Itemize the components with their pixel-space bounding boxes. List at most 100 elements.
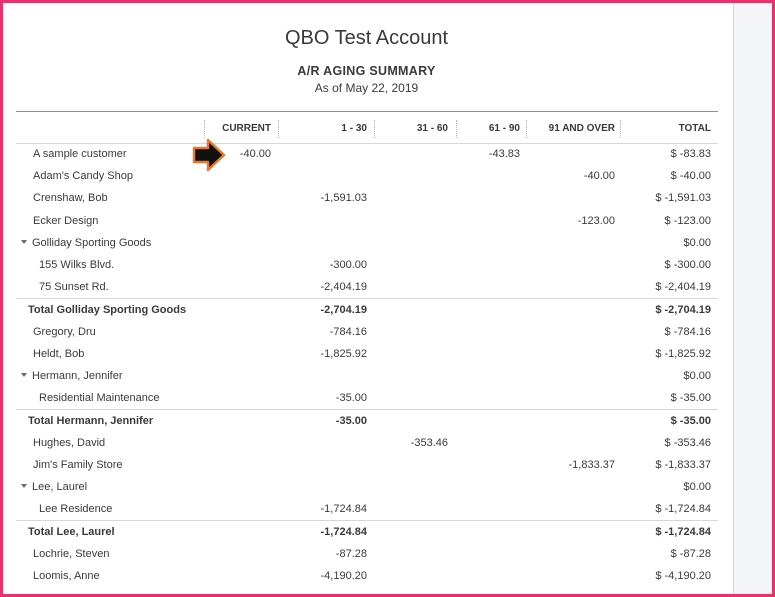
cell-total[interactable]: $ -2,704.19	[655, 304, 711, 317]
group-row: Golliday Sporting Goods $0.00	[16, 232, 718, 254]
cell-1-30[interactable]: -300.00	[329, 259, 367, 271]
cell-31-60	[376, 387, 448, 409]
row-name[interactable]: Ecker Design	[33, 210, 98, 232]
row-name[interactable]: Lee, Laurel	[21, 476, 87, 498]
cell-current	[206, 232, 271, 254]
cell-1-30[interactable]: -35.00	[335, 415, 367, 428]
cell-total[interactable]: $ -123.00	[664, 214, 711, 227]
cell-91-and-over[interactable]: -123.00	[577, 214, 615, 227]
table-row: Lee Residence -1,724.84 $ -1,724.84	[16, 498, 718, 520]
row-name[interactable]: A sample customer	[33, 143, 127, 165]
row-name[interactable]: Residential Maintenance	[39, 387, 159, 409]
cell-total[interactable]: $0.00	[683, 370, 711, 382]
collapse-caret-icon[interactable]	[21, 373, 27, 378]
cell-1-30[interactable]: -2,704.19	[320, 304, 367, 317]
row-name[interactable]: Heldt, Bob	[33, 343, 84, 365]
cell-total[interactable]: $ -1,724.84	[655, 503, 711, 516]
cell-91-and-over	[528, 254, 615, 276]
cell-1-30[interactable]: -1,591.03	[320, 192, 367, 205]
row-name: Total Hermann, Jennifer	[28, 410, 153, 432]
cell-31-60	[376, 343, 448, 365]
cell-31-60	[376, 521, 448, 543]
column-header-total[interactable]: TOTAL	[678, 123, 711, 134]
row-name[interactable]: Loomis, Anne	[33, 565, 100, 587]
cell-total[interactable]: $ -2,404.19	[655, 281, 711, 294]
cell-91-and-over	[528, 498, 615, 520]
cell-61-90	[458, 210, 520, 232]
table-row: 155 Wilks Blvd. -300.00 $ -300.00	[16, 254, 718, 276]
cell-total[interactable]: $ -1,591.03	[655, 192, 711, 205]
column-header-31-60[interactable]: 31 - 60	[416, 123, 448, 134]
cell-1-30[interactable]: -35.00	[335, 392, 367, 405]
row-name[interactable]: Lochrie, Steven	[33, 543, 109, 565]
row-name-text: Lee, Laurel	[32, 481, 88, 493]
cell-total[interactable]: $ -353.46	[664, 436, 711, 449]
cell-total[interactable]: $ -1,724.84	[655, 526, 711, 539]
cell-91-and-over[interactable]: -40.00	[583, 170, 615, 183]
cell-91-and-over	[528, 299, 615, 321]
cell-1-30	[280, 143, 367, 165]
cell-61-90	[458, 165, 520, 187]
cell-61-90	[458, 276, 520, 298]
cell-31-60	[376, 165, 448, 187]
cell-31-60	[376, 454, 448, 476]
cell-1-30[interactable]: -784.16	[329, 325, 367, 338]
row-name[interactable]: 155 Wilks Blvd.	[39, 254, 114, 276]
cell-total[interactable]: $ -4,190.20	[655, 569, 711, 582]
cell-1-30[interactable]: -2,404.19	[320, 281, 367, 294]
cell-91-and-over	[528, 521, 615, 543]
row-name[interactable]: Gregory, Dru	[33, 321, 96, 343]
cell-current[interactable]: -40.00	[239, 148, 271, 160]
row-name[interactable]: Hughes, David	[33, 432, 105, 454]
cell-31-60[interactable]: -353.46	[410, 436, 448, 449]
cell-total[interactable]: $ -35.00	[670, 415, 711, 428]
cell-91-and-over	[528, 276, 615, 298]
cell-61-90	[458, 432, 520, 454]
row-name-text: Loomis, Anne	[33, 569, 100, 582]
arrow-right-icon	[192, 138, 226, 172]
cell-1-30[interactable]: -87.28	[335, 547, 367, 560]
cell-1-30[interactable]: -1,825.92	[320, 347, 367, 360]
column-header-1-30[interactable]: 1 - 30	[341, 123, 367, 134]
cell-total[interactable]: $0.00	[683, 236, 711, 249]
cell-61-90[interactable]: -43.83	[488, 148, 520, 160]
row-name[interactable]: Lee Residence	[39, 498, 112, 520]
collapse-caret-icon[interactable]	[21, 239, 27, 244]
cell-91-and-over[interactable]: -1,833.37	[568, 458, 615, 471]
cell-31-60	[376, 565, 448, 587]
row-name[interactable]: 75 Sunset Rd.	[39, 276, 109, 298]
cell-current	[206, 476, 271, 498]
row-name[interactable]: Crenshaw, Bob	[33, 187, 108, 209]
cell-1-30[interactable]: -1,724.84	[320, 503, 367, 516]
cell-61-90	[458, 387, 520, 409]
column-header-91-and-over[interactable]: 91 AND OVER	[548, 123, 615, 134]
column-header-current[interactable]: CURRENT	[222, 123, 271, 134]
cell-total[interactable]: $ -1,833.37	[655, 458, 711, 471]
cell-total[interactable]: $0.00	[683, 481, 711, 493]
cell-61-90	[458, 498, 520, 520]
cell-total[interactable]: $ -87.28	[670, 547, 711, 560]
cell-1-30[interactable]: -4,190.20	[320, 569, 367, 582]
cell-total[interactable]: $ -83.83	[670, 148, 711, 160]
cell-61-90	[458, 365, 520, 387]
cell-current	[206, 299, 271, 321]
cell-total[interactable]: $ -40.00	[670, 170, 711, 183]
row-name[interactable]: Golliday Sporting Goods	[21, 232, 151, 254]
table-row: Gregory, Dru -784.16 $ -784.16	[16, 321, 718, 343]
cell-total[interactable]: $ -300.00	[664, 259, 711, 271]
cell-91-and-over	[528, 187, 615, 209]
row-name[interactable]: Adam's Candy Shop	[33, 165, 133, 187]
cell-total[interactable]: $ -35.00	[670, 392, 711, 405]
row-name[interactable]: Jim's Family Store	[33, 454, 123, 476]
row-name[interactable]: Hermann, Jennifer	[21, 365, 123, 387]
cell-current	[206, 387, 271, 409]
row-name-text: Golliday Sporting Goods	[32, 236, 152, 249]
cell-1-30[interactable]: -1,724.84	[320, 526, 367, 539]
cell-61-90	[458, 521, 520, 543]
column-header-61-90[interactable]: 61 - 90	[488, 123, 520, 134]
cell-total[interactable]: $ -784.16	[664, 325, 711, 338]
total-row: Total Hermann, Jennifer -35.00 $ -35.00	[16, 409, 718, 431]
collapse-caret-icon[interactable]	[21, 484, 27, 489]
cell-total[interactable]: $ -1,825.92	[655, 347, 711, 360]
